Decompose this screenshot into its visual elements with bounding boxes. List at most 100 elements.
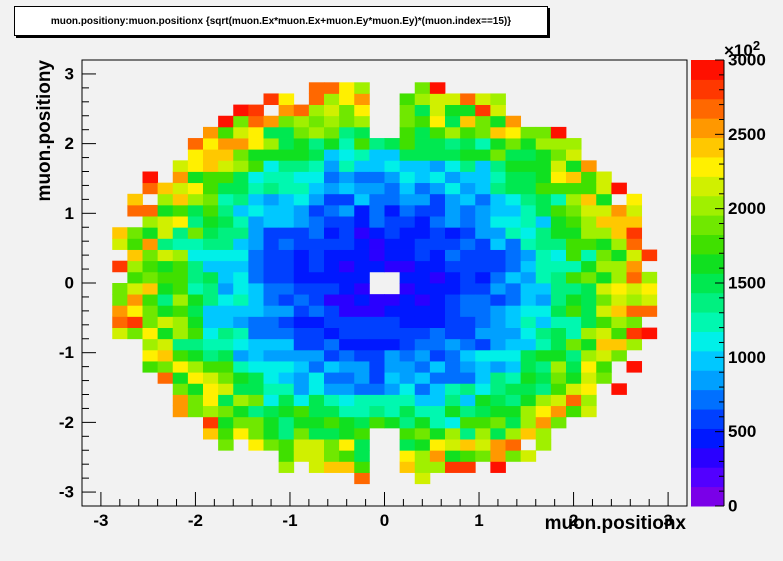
heatmap-cell xyxy=(203,383,219,395)
heatmap-cell xyxy=(293,349,310,362)
heatmap-cell xyxy=(278,361,295,373)
heatmap-cell xyxy=(460,126,476,139)
heatmap-cell xyxy=(263,249,280,262)
heatmap-cell xyxy=(384,216,401,228)
heatmap-cell xyxy=(475,115,491,128)
heatmap-cell xyxy=(218,372,234,384)
heatmap-cell xyxy=(490,160,506,172)
heatmap-cell xyxy=(248,271,264,284)
heatmap-cell xyxy=(490,305,506,317)
heatmap-cell xyxy=(384,383,401,395)
heatmap-cell xyxy=(248,383,264,395)
heatmap-cell xyxy=(520,405,537,418)
heatmap-cell xyxy=(475,338,491,351)
heatmap-cell xyxy=(429,149,446,161)
heatmap-cell xyxy=(263,405,280,418)
heatmap-cell xyxy=(581,294,597,306)
heatmap-cell xyxy=(429,249,446,262)
heatmap-cell xyxy=(520,427,537,440)
heatmap-cell xyxy=(399,104,416,117)
heatmap-cell xyxy=(460,461,476,473)
heatmap-cell xyxy=(429,260,446,273)
heatmap-cell xyxy=(490,260,506,273)
heatmap-cell xyxy=(203,394,219,407)
heatmap-cell xyxy=(384,238,401,250)
heatmap-cell xyxy=(172,227,189,239)
palette-swatch xyxy=(691,195,724,216)
heatmap-cell xyxy=(490,193,506,206)
heatmap-cell xyxy=(339,238,355,250)
heatmap-cell xyxy=(187,294,204,306)
heatmap-cell xyxy=(339,383,355,395)
heatmap-cell xyxy=(429,93,446,105)
heatmap-cell xyxy=(535,138,552,150)
heatmap-cell xyxy=(535,182,552,195)
heatmap-cell xyxy=(248,416,264,429)
heatmap-cell xyxy=(581,305,597,317)
heatmap-cell xyxy=(475,294,491,306)
heatmap-cell xyxy=(354,149,370,161)
heatmap-cell xyxy=(293,249,310,262)
heatmap-cell xyxy=(308,193,325,206)
heatmap-cell xyxy=(414,394,431,407)
heatmap-cell xyxy=(308,149,325,161)
palette-swatch xyxy=(691,292,724,313)
heatmap-cell xyxy=(490,216,506,228)
heatmap-cell xyxy=(429,450,446,462)
heatmap-cell xyxy=(550,249,567,262)
heatmap-cell xyxy=(475,260,491,273)
heatmap-cell xyxy=(248,349,264,362)
heatmap-cell xyxy=(278,93,295,105)
heatmap-cell xyxy=(172,361,189,373)
heatmap-cell xyxy=(324,450,340,462)
heatmap-cell xyxy=(414,260,431,273)
heatmap-cell xyxy=(475,193,491,206)
heatmap-cell xyxy=(505,238,522,250)
heatmap-cell xyxy=(520,149,537,161)
heatmap-cell xyxy=(581,204,597,217)
heatmap-cell xyxy=(429,294,446,306)
heatmap-cell xyxy=(142,227,159,239)
heatmap-cell xyxy=(505,427,522,440)
heatmap-cell xyxy=(324,238,340,250)
heatmap-cell xyxy=(218,439,234,451)
heatmap-cell xyxy=(278,160,295,172)
heatmap-cell xyxy=(278,305,295,317)
heatmap-cell xyxy=(142,294,159,306)
heatmap-cell xyxy=(626,316,643,328)
heatmap-cell xyxy=(490,115,506,128)
heatmap-cell xyxy=(233,394,249,407)
heatmap-cell xyxy=(187,182,204,195)
heatmap-cell xyxy=(339,204,355,217)
heatmap-cell xyxy=(339,327,355,340)
heatmap-cell xyxy=(248,305,264,317)
heatmap-cell xyxy=(520,260,537,273)
heatmap-cell xyxy=(293,115,310,128)
heatmap-cell xyxy=(490,171,506,184)
palette-swatch xyxy=(691,312,724,332)
heatmap-cell xyxy=(626,305,643,317)
heatmap-cell xyxy=(384,182,401,195)
heatmap-cell xyxy=(460,104,476,117)
heatmap-cell xyxy=(248,204,264,217)
heatmap-cell xyxy=(263,171,280,184)
heatmap-cell xyxy=(203,204,219,217)
heatmap-cell xyxy=(278,216,295,228)
heatmap-cell xyxy=(218,171,234,184)
heatmap-cell xyxy=(490,138,506,150)
heatmap-cell xyxy=(263,327,280,340)
heatmap-cell xyxy=(308,204,325,217)
heatmap-cell xyxy=(490,93,506,105)
heatmap-cell xyxy=(626,294,643,306)
heatmap-cell xyxy=(611,305,627,317)
heatmap-cell xyxy=(399,216,416,228)
heatmap-cell xyxy=(324,427,340,440)
palette-exponent: ×102 xyxy=(724,38,760,60)
heatmap-cell xyxy=(490,383,506,395)
heatmap-cell xyxy=(172,204,189,217)
heatmap-cell xyxy=(581,271,597,284)
heatmap-cell xyxy=(263,160,280,172)
heatmap-cell xyxy=(354,160,370,172)
heatmap-cell xyxy=(203,216,219,228)
heatmap-cell xyxy=(429,193,446,206)
